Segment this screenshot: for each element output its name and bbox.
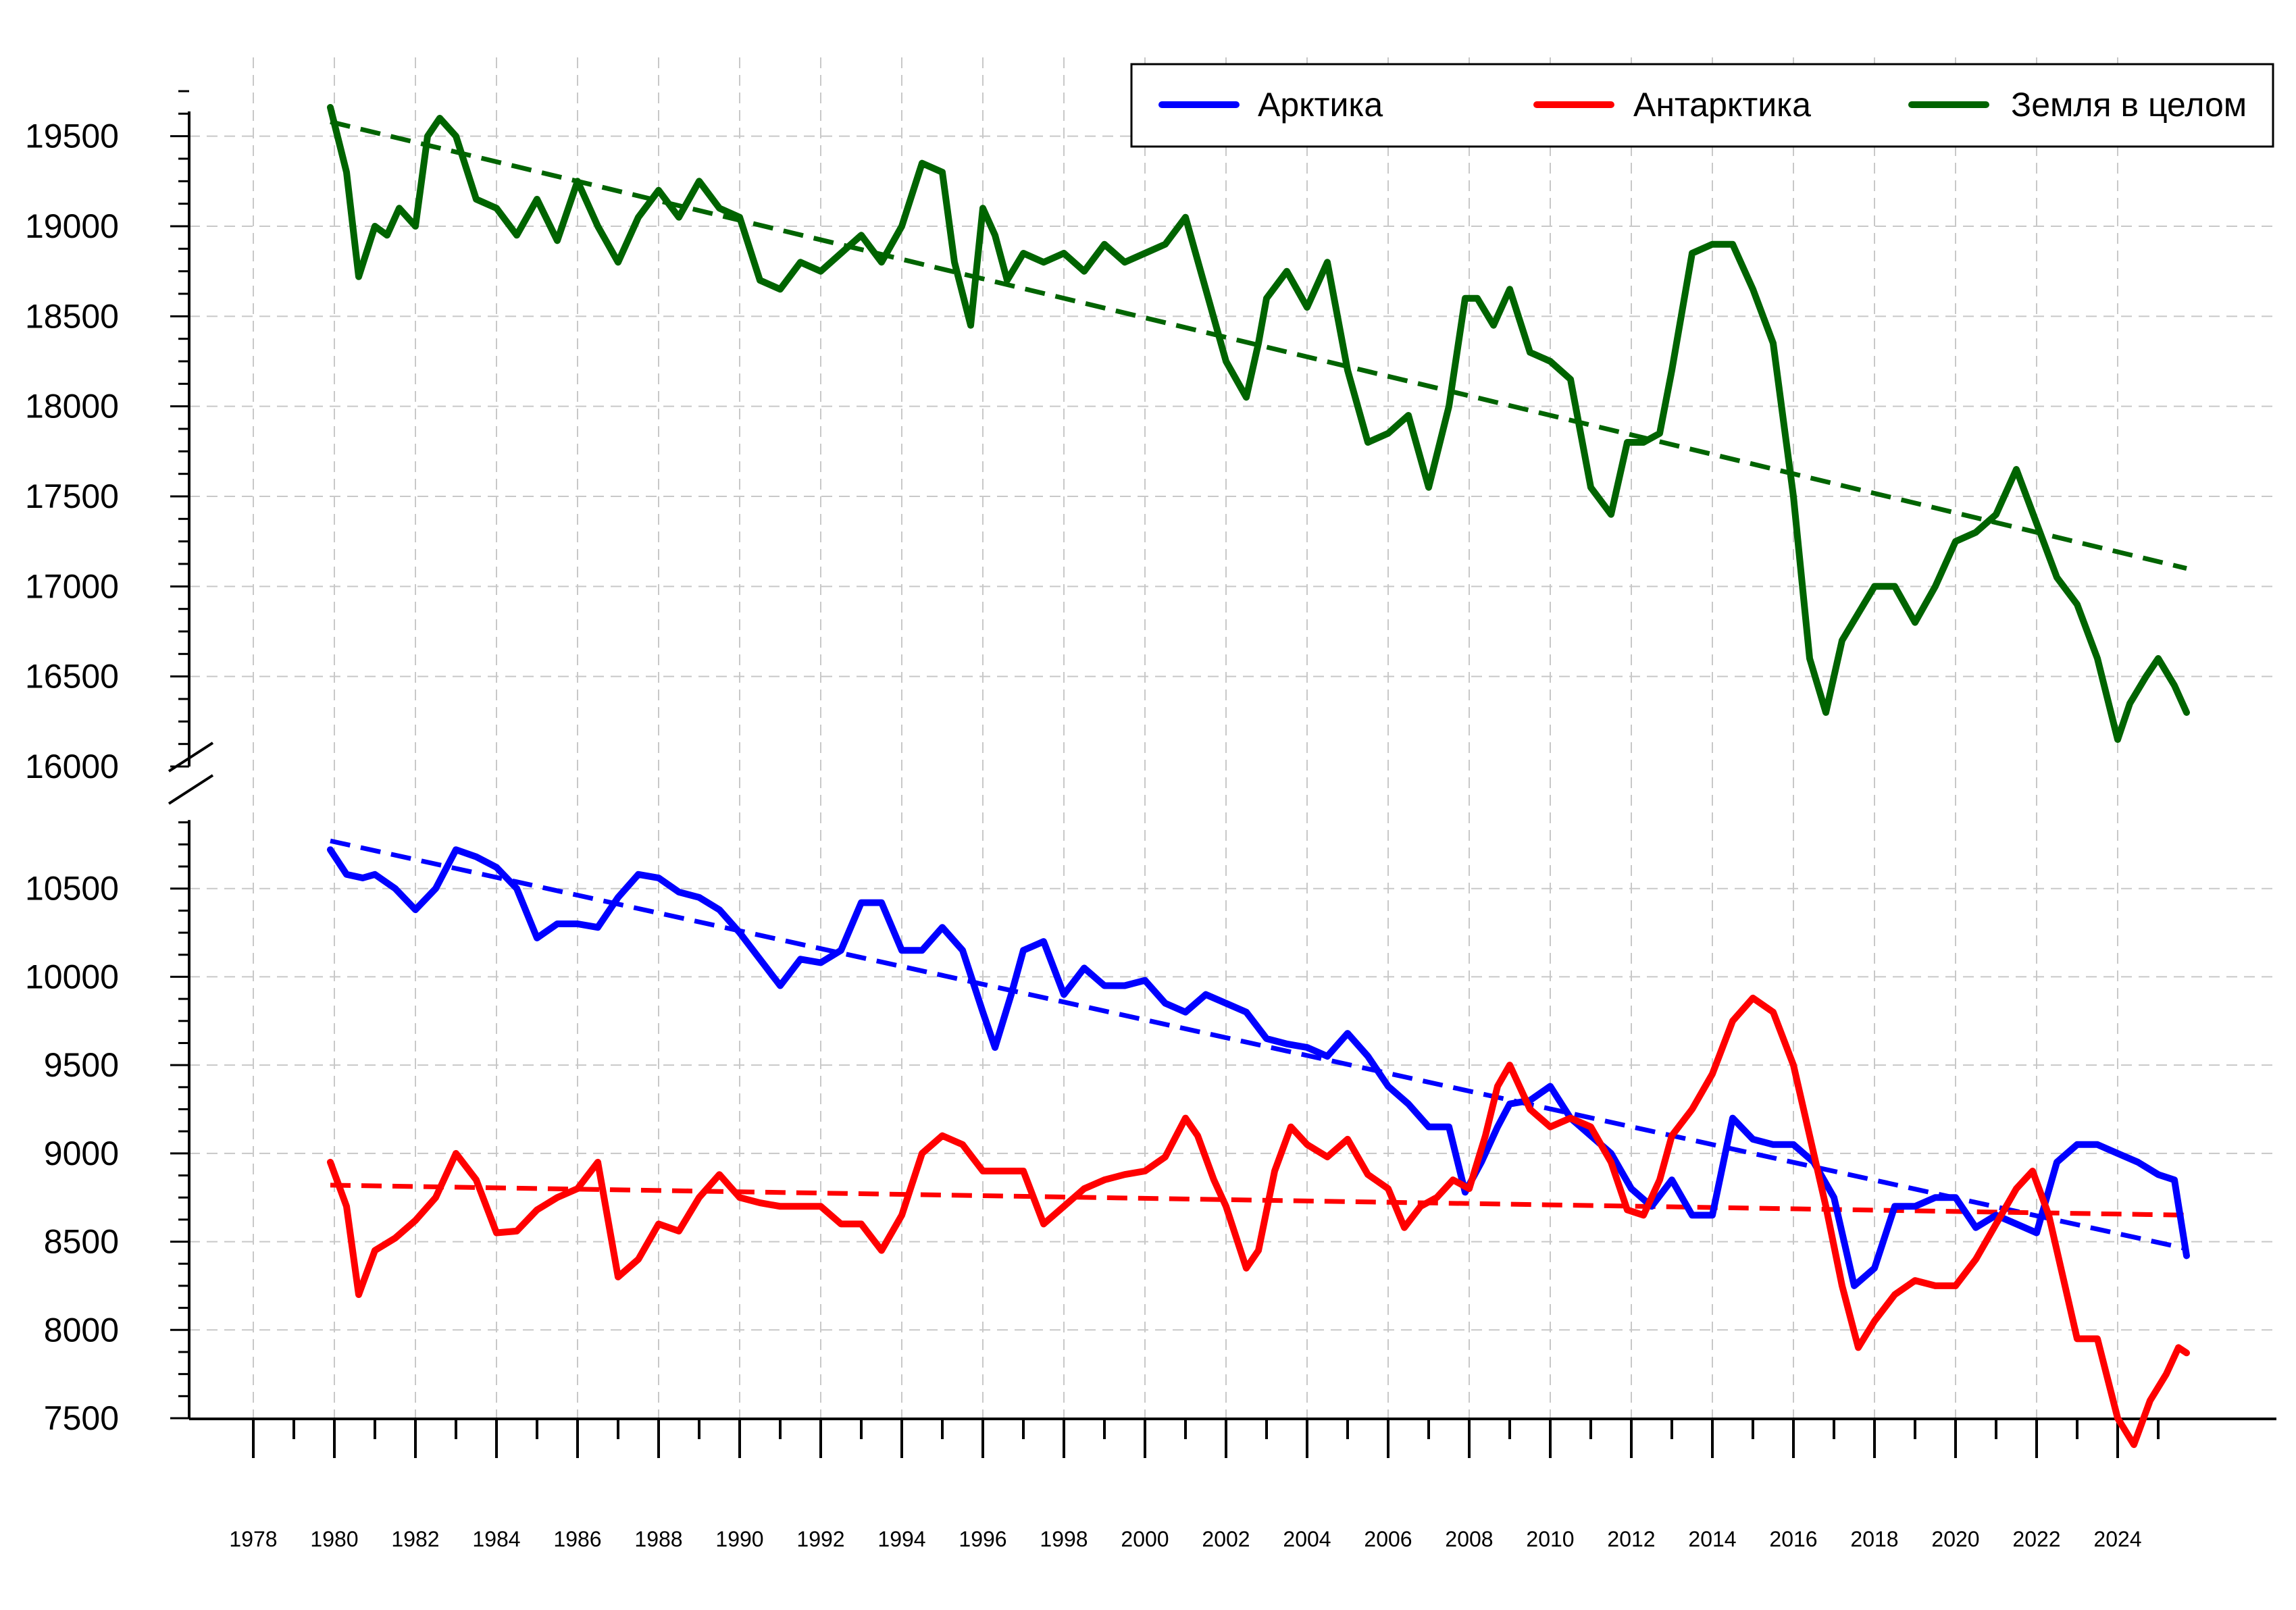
- x-tick-label-1986: 1986: [553, 1527, 601, 1551]
- y-tick-label-lower: 10500: [25, 870, 119, 908]
- y-tick-label-upper: 16500: [25, 658, 119, 696]
- series-line-arctic: [327, 846, 2190, 1289]
- x-tick-label-2006: 2006: [1364, 1527, 1412, 1551]
- x-tick-label-1984: 1984: [472, 1527, 520, 1551]
- y-tick-label-lower: 10000: [25, 958, 119, 995]
- y-tick-label-lower: 9500: [44, 1046, 119, 1084]
- axis-break-mark: [168, 774, 214, 805]
- y-tick-label-lower: 7500: [44, 1399, 119, 1437]
- y-tick-label-lower: 8500: [44, 1223, 119, 1261]
- x-tick-label-2002: 2002: [1202, 1527, 1250, 1551]
- x-tick-label-2010: 2010: [1526, 1527, 1574, 1551]
- y-tick-label-lower: 9000: [44, 1135, 119, 1172]
- x-tick-label-2008: 2008: [1445, 1527, 1493, 1551]
- x-tick-label-2000: 2000: [1121, 1527, 1169, 1551]
- x-tick-label-1998: 1998: [1040, 1527, 1088, 1551]
- series-line-antarctic: [327, 994, 2190, 1449]
- x-tick-label-1994: 1994: [877, 1527, 925, 1551]
- y-tick-label-upper: 19500: [25, 118, 119, 155]
- legend: Арктика Антарктика Земля в целом: [1130, 63, 2274, 148]
- y-tick-label-upper: 17000: [25, 567, 119, 605]
- y-tick-label-lower: 8000: [44, 1311, 119, 1349]
- x-tick-label-1988: 1988: [634, 1527, 682, 1551]
- legend-label-arctic: Арктика: [1258, 86, 1383, 124]
- x-tick-label-2018: 2018: [1850, 1527, 1898, 1551]
- series-layer: [327, 104, 2190, 1449]
- x-tick-label-2016: 2016: [1769, 1527, 1817, 1551]
- trend-line-arctic: [330, 838, 2187, 1251]
- x-tick-label-1992: 1992: [796, 1527, 844, 1551]
- series-line-global: [327, 104, 2190, 743]
- x-tick-label-2012: 2012: [1607, 1527, 1655, 1551]
- x-tick-label-2020: 2020: [1931, 1527, 1979, 1551]
- trend-layer: [330, 119, 2187, 1251]
- x-tick-label-1978: 1978: [229, 1527, 277, 1551]
- x-tick-label-2022: 2022: [2012, 1527, 2060, 1551]
- y-tick-label-upper: 18500: [25, 297, 119, 335]
- legend-box: [1130, 63, 2274, 148]
- legend-label-global: Земля в целом: [2011, 86, 2247, 124]
- x-tick-label-2024: 2024: [2093, 1527, 2141, 1551]
- x-tick-label-1990: 1990: [715, 1527, 763, 1551]
- x-tick-label-2004: 2004: [1283, 1527, 1331, 1551]
- y-tick-label-upper: 19000: [25, 207, 119, 245]
- axis-layer: 19500 19000 18500 18000 17500 17000 16500 16000…: [25, 90, 2276, 1551]
- y-tick-label-upper: 16000: [25, 748, 119, 785]
- x-tick-label-1980: 1980: [310, 1527, 358, 1551]
- x-tick-label-1996: 1996: [959, 1527, 1006, 1551]
- y-tick-label-upper: 17500: [25, 477, 119, 515]
- x-tick-label-1982: 1982: [391, 1527, 439, 1551]
- legend-label-antarctic: Антарктика: [1633, 86, 1811, 124]
- x-tick-label-2014: 2014: [1688, 1527, 1736, 1551]
- trend-line-global: [330, 119, 2187, 571]
- y-tick-label-upper: 18000: [25, 388, 119, 425]
